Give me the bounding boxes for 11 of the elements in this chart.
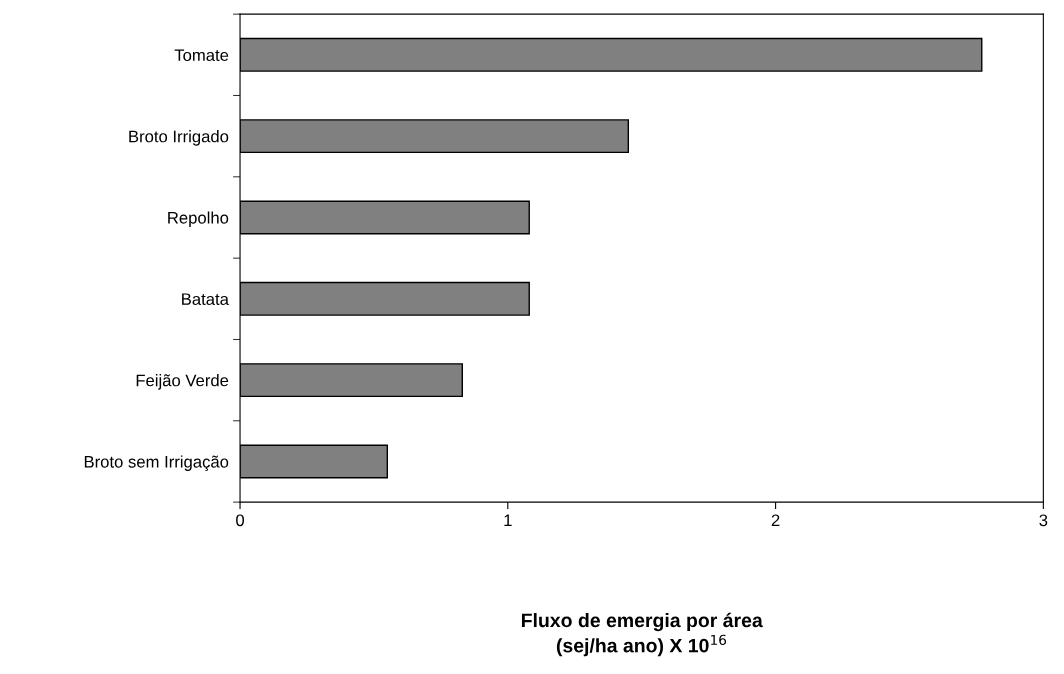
y-tick-label: Batata — [182, 293, 229, 306]
y-tick-label: Broto Irrigado — [129, 130, 229, 146]
y-tick-label: Feijão Verde — [136, 374, 229, 390]
x-tick-label: 2 — [771, 514, 780, 527]
y-tick-label: Repolho — [168, 211, 229, 227]
x-tick-label: 1 — [504, 514, 512, 527]
y-tick-label: Broto sem Irrigação — [84, 455, 229, 472]
y-tick-label: Tomate — [174, 49, 229, 62]
x-axis-title: Fluxo de emergia por área (sej/ha ano) X 10$^{16}$ — [521, 612, 763, 657]
x-tick-label: 3 — [1039, 514, 1048, 527]
x-tick-label: 0 — [236, 514, 245, 527]
